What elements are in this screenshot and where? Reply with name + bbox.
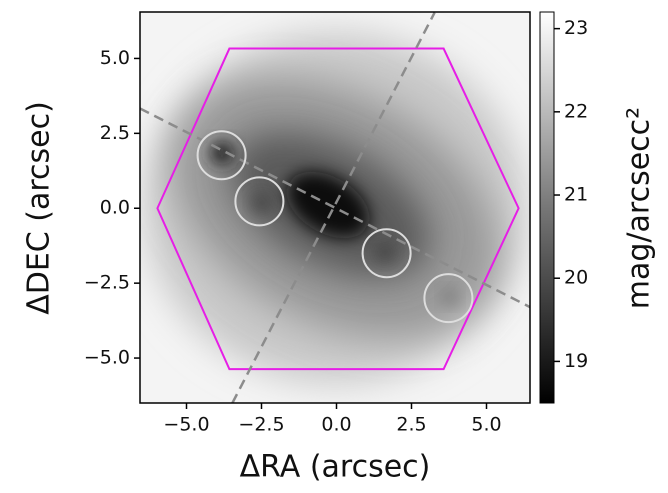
dashed-line xyxy=(231,12,436,403)
y-tick-label: 0.0 xyxy=(100,197,130,219)
aperture-circle xyxy=(196,130,247,181)
colorbar-tick-label: 22 xyxy=(564,100,588,122)
colorbar-tick-label: 21 xyxy=(564,184,588,206)
y-tick-label: −2.5 xyxy=(84,272,130,294)
x-tick-label: −2.5 xyxy=(238,414,284,436)
aperture-circle xyxy=(361,228,412,279)
overlay xyxy=(140,12,530,403)
x-tick-label: 0.0 xyxy=(321,414,351,436)
aperture-circle xyxy=(423,273,474,324)
x-tick-label: 2.5 xyxy=(396,414,426,436)
colorbar-tick-label: 23 xyxy=(564,17,588,39)
aperture-circle xyxy=(234,176,285,227)
colorbar-tick-label: 20 xyxy=(564,267,588,289)
y-tick-label: 5.0 xyxy=(100,47,130,69)
x-tick-label: 5.0 xyxy=(471,414,501,436)
galaxy-image xyxy=(140,12,530,403)
dashed-line xyxy=(140,107,530,309)
colorbar-label: mag/arcsecc² xyxy=(622,107,657,309)
x-tick-label: −5.0 xyxy=(163,414,209,436)
x-axis-label: ΔRA (arcsec) xyxy=(240,450,431,485)
hexagon xyxy=(156,47,520,371)
y-axis-label: ΔDEC (arcsec) xyxy=(22,101,57,315)
y-tick-label: 2.5 xyxy=(100,122,130,144)
y-tick-label: −5.0 xyxy=(84,347,130,369)
colorbar xyxy=(539,11,555,404)
colorbar-tick-label: 19 xyxy=(564,350,588,372)
